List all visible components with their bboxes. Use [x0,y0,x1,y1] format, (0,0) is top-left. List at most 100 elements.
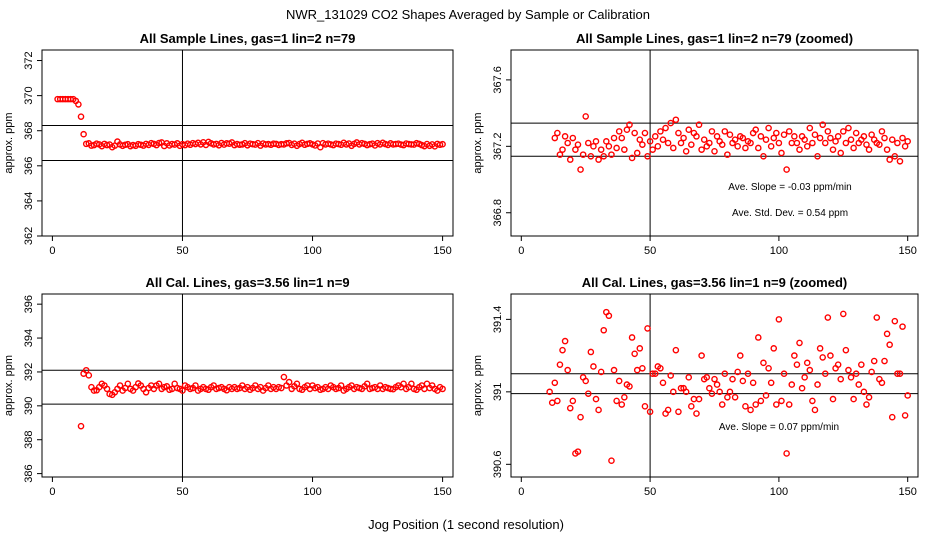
x-tick-label: 150 [899,486,917,498]
data-point [626,121,633,129]
data-point [155,139,163,147]
data-point [564,139,571,147]
data-point [664,406,672,414]
data-point [615,377,623,385]
data-point [736,352,744,359]
data-point [587,152,595,160]
data-point [597,146,605,153]
data-point [829,395,837,403]
data-point [811,131,819,138]
data-point [698,352,705,359]
data-point [664,139,672,147]
data-point [574,141,582,148]
data-point [613,397,620,405]
data-point [667,119,675,127]
data-point [811,406,819,414]
data-point [718,401,726,408]
data-point [667,372,675,379]
y-tick-label: 368 [23,122,35,140]
data-point [793,361,801,368]
data-point [791,352,798,359]
data-point [873,314,881,321]
data-point [546,388,553,396]
x-tick-label: 50 [176,245,188,257]
data-point [767,143,775,150]
y-tick-label: 370 [23,86,35,104]
y-tick-label: 372 [23,51,35,69]
data-point [408,380,415,388]
data-point [894,139,901,147]
data-point [886,341,893,349]
x-tick-label: 150 [899,245,917,257]
y-tick-label: 367.2 [492,133,504,161]
data-point [693,410,700,417]
data-point [713,133,721,140]
data-point [839,310,847,318]
data-point [847,136,855,143]
x-tick-label: 0 [49,486,55,498]
data-point [827,134,834,142]
data-point [605,143,613,150]
data-point [803,143,811,150]
data-point [590,363,597,370]
data-point [749,379,757,387]
data-point [724,393,731,401]
data-point [865,146,873,153]
data-point [621,146,628,153]
data-point [659,136,667,143]
data-point [124,380,132,388]
data-points [546,308,911,464]
data-point [816,345,824,352]
data-point [592,395,600,403]
plot-frame [41,49,454,237]
data-point [685,126,693,134]
y-tick-label: 394 [23,329,35,347]
data-point [731,136,739,143]
data-point [716,388,723,396]
data-point [708,390,716,397]
data-point [806,124,814,132]
data-point [896,370,904,378]
data-point [881,134,888,142]
data-point [832,138,839,145]
y-axis-label: approx. ppm [472,355,484,416]
data-point [82,366,90,374]
data-points [54,95,446,151]
data-point [561,337,569,345]
x-tick-label: 100 [770,486,788,498]
data-point [556,151,564,158]
data-point [682,148,690,155]
data-point [662,124,669,132]
data-point [734,368,741,376]
data-point [747,406,754,414]
data-point [577,166,584,173]
data-point [600,326,608,334]
data-point [801,374,808,381]
y-tick-label: 390.6 [492,451,504,479]
data-point [834,133,842,140]
data-point [744,370,752,378]
data-point [439,385,446,393]
data-point [845,366,852,374]
data-point [116,382,124,389]
data-point [610,366,618,374]
data-point [608,457,615,464]
data-point [695,395,703,403]
data-point [711,375,718,383]
data-point [762,136,770,143]
y-tick-label: 366.8 [492,199,504,227]
data-point [852,129,860,137]
data-point [837,375,845,383]
data-point [582,377,590,385]
data-point [793,139,801,147]
data-point [608,151,615,158]
data-point [644,325,651,332]
data-point [767,379,775,387]
data-point [821,139,829,147]
data-point [439,140,446,148]
data-point [894,370,901,378]
data-points [77,366,446,430]
data-point [600,152,608,160]
y-axis-label: approx. ppm [3,355,15,416]
data-point [839,128,847,135]
